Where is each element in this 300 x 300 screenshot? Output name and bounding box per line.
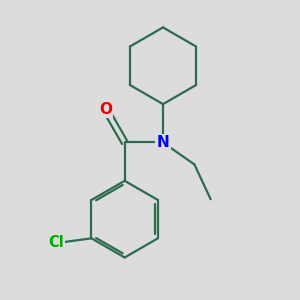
Text: N: N	[157, 135, 169, 150]
Text: Cl: Cl	[49, 235, 64, 250]
Text: O: O	[99, 102, 112, 117]
